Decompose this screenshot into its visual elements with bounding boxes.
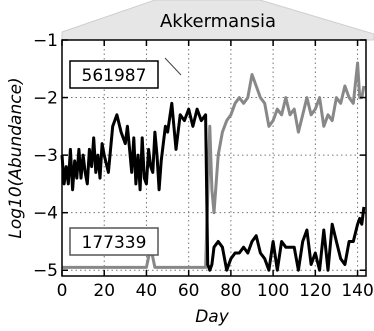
series-line-561987 (60, 101, 366, 272)
y-tick-label-3: −4 (33, 204, 58, 224)
x-tick-label-7: 140 (341, 281, 373, 301)
x-tick-label-3: 60 (178, 281, 200, 301)
series-line-177339 (62, 61, 366, 269)
chart-title: Akkermansia (160, 11, 276, 32)
plot-frame (61, 39, 367, 277)
y-tick-label-0: −1 (33, 31, 58, 51)
x-ticks: 0 20 40 60 80 100 120 140 (57, 40, 374, 301)
y-ticks: −1 −2 −3 −4 −5 (33, 31, 366, 281)
x-tick-label-5: 100 (257, 281, 289, 301)
legend-box-177339 (69, 227, 159, 256)
y-axis-label: Log10(Abundance) (6, 77, 26, 238)
legend-pointer (164, 57, 182, 76)
x-tick-label-4: 80 (220, 281, 242, 301)
y-tick-label-2: −3 (33, 146, 58, 166)
x-axis-label: Day (195, 307, 230, 327)
x-tick-label-1: 20 (93, 281, 115, 301)
legend-label-561987: 561987 (82, 66, 147, 86)
x-tick-label-0: 0 (57, 281, 68, 301)
series-lines (60, 61, 366, 272)
x-tick-label-2: 40 (136, 281, 158, 301)
y-tick-label-4: −5 (33, 261, 58, 281)
y-tick-label-1: −2 (33, 89, 58, 109)
x-tick-label-6: 120 (299, 281, 331, 301)
legend-box-561987 (69, 60, 159, 89)
legend-label-177339: 177339 (82, 233, 147, 253)
